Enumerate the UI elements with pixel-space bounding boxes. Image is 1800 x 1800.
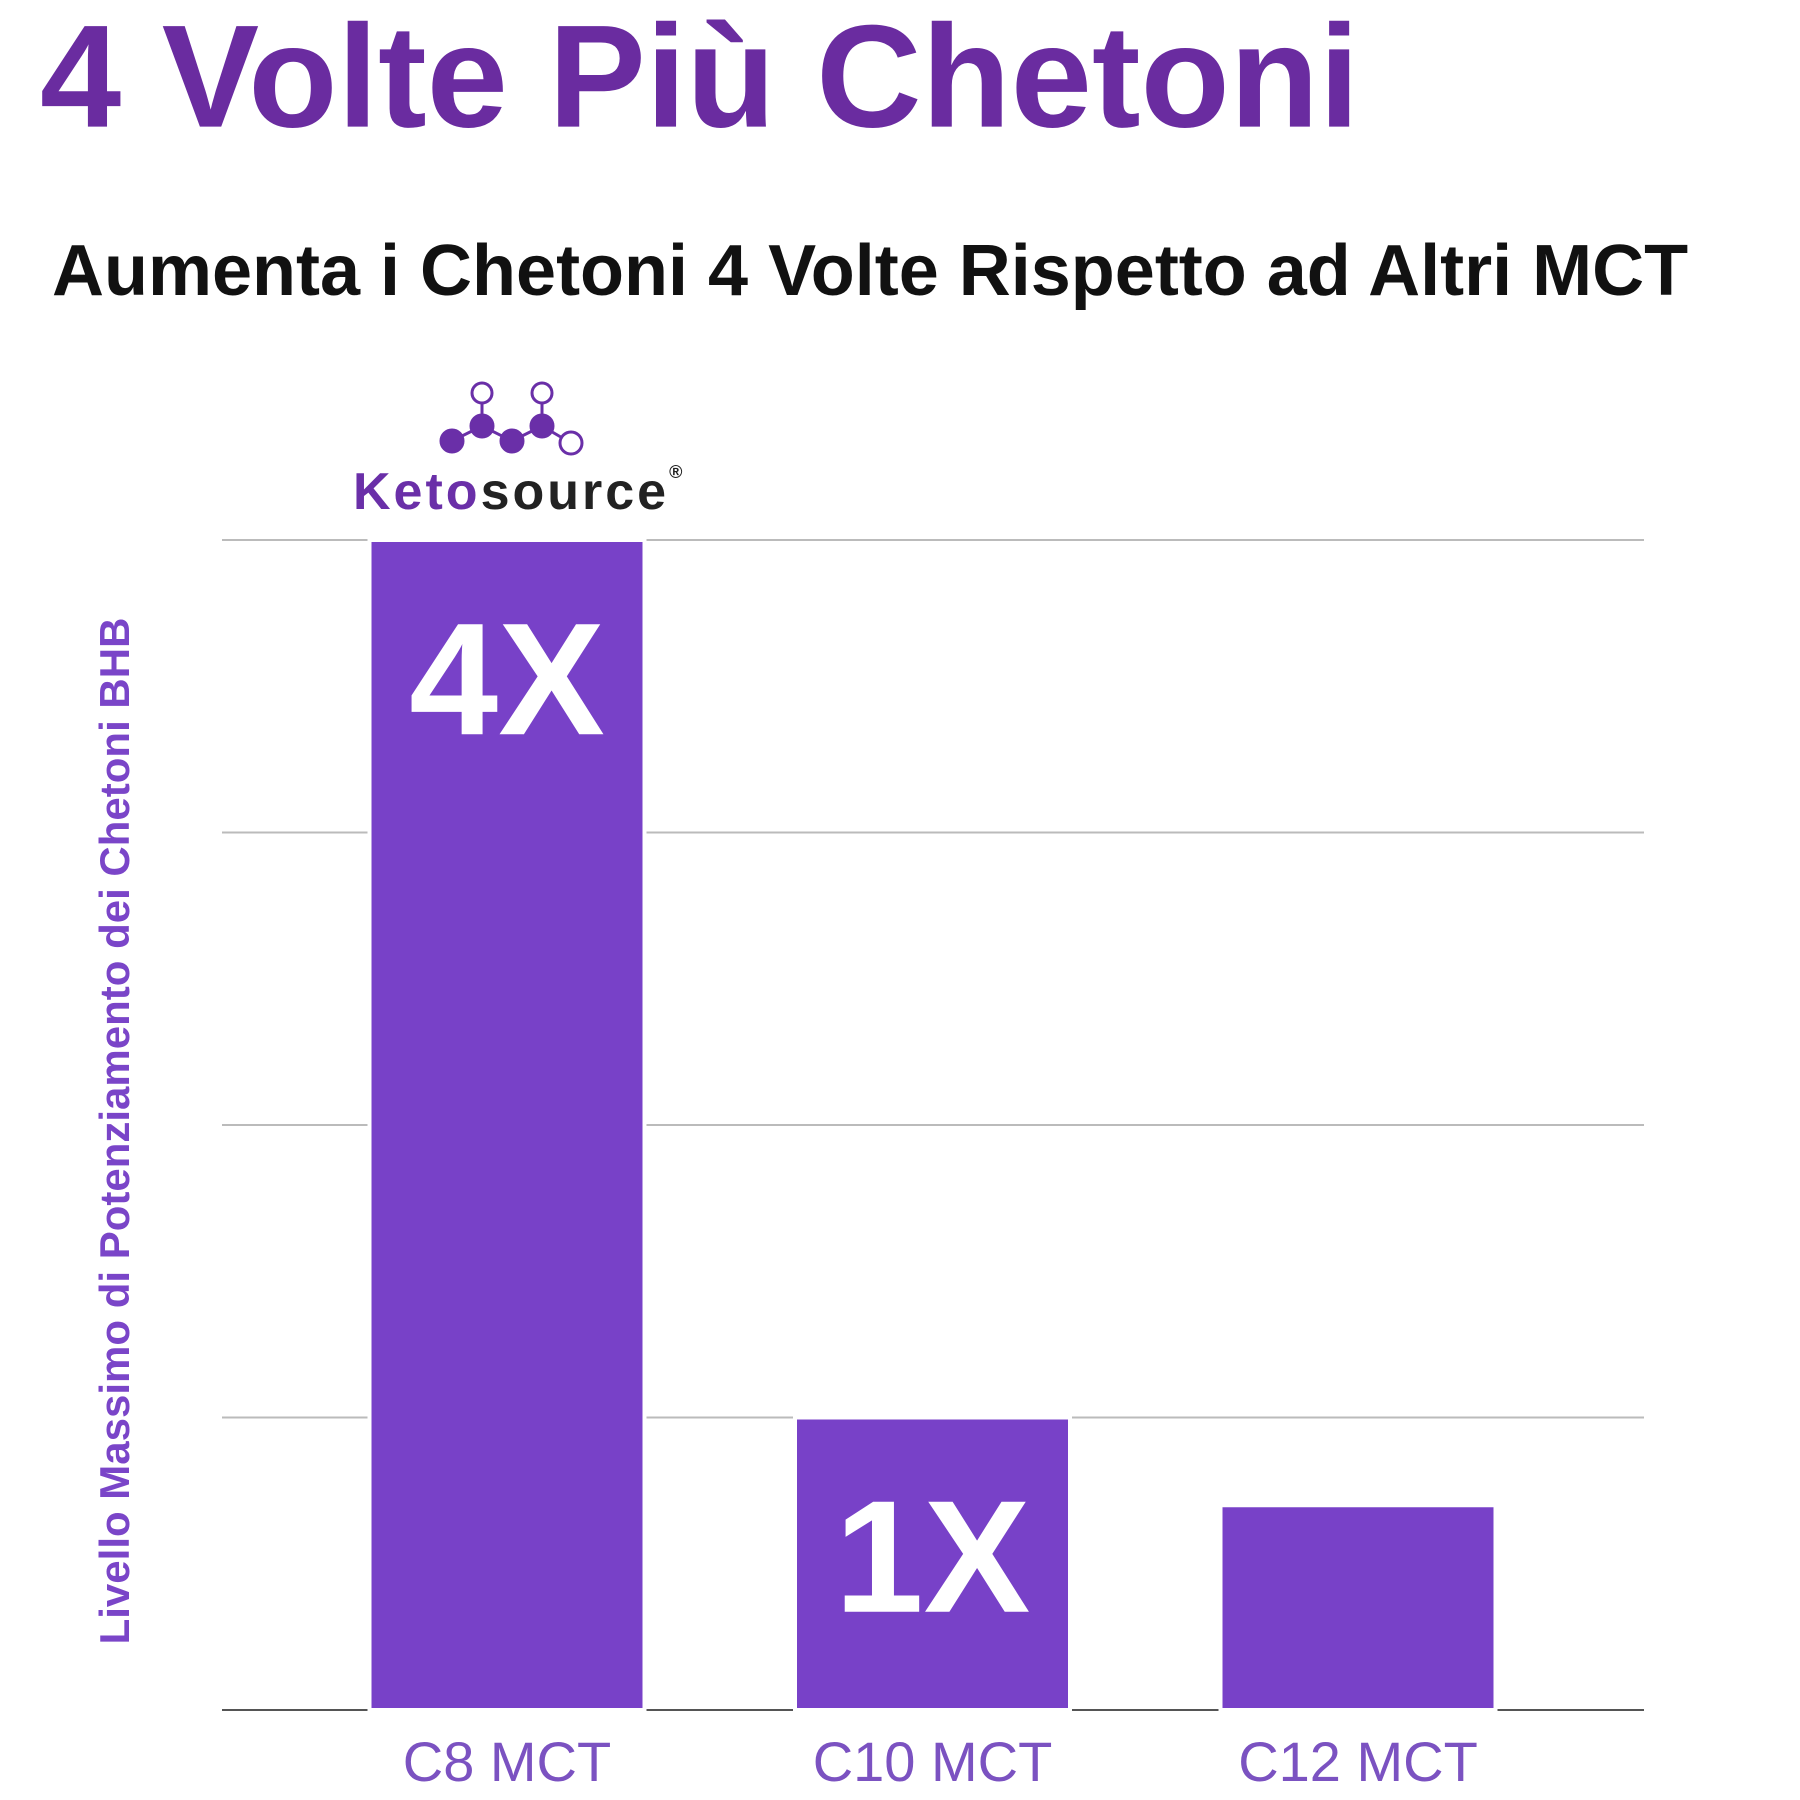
y-axis-label: Livello Massimo di Potenziamento dei Che… (91, 618, 138, 1645)
bar (1218, 1503, 1498, 1712)
x-tick-label: C8 MCT (403, 1730, 611, 1793)
x-tick-label: C12 MCT (1238, 1730, 1478, 1793)
bar (367, 538, 647, 1712)
chart-subtitle: Aumenta i Chetoni 4 Volte Rispetto ad Al… (52, 231, 1688, 311)
value-label: 4X (409, 589, 605, 768)
brand-part: source (481, 463, 670, 521)
bar (793, 1415, 1072, 1712)
chart-title: 4 Volte Più Chetoni (40, 0, 1360, 158)
brand-part: Keto (353, 463, 481, 521)
brand-mark: ® (669, 462, 685, 482)
x-tick-label: C10 MCT (813, 1730, 1053, 1793)
value-label: 1X (835, 1467, 1031, 1646)
brand-name: Ketosource® (353, 462, 685, 521)
brand-icon (439, 381, 584, 456)
